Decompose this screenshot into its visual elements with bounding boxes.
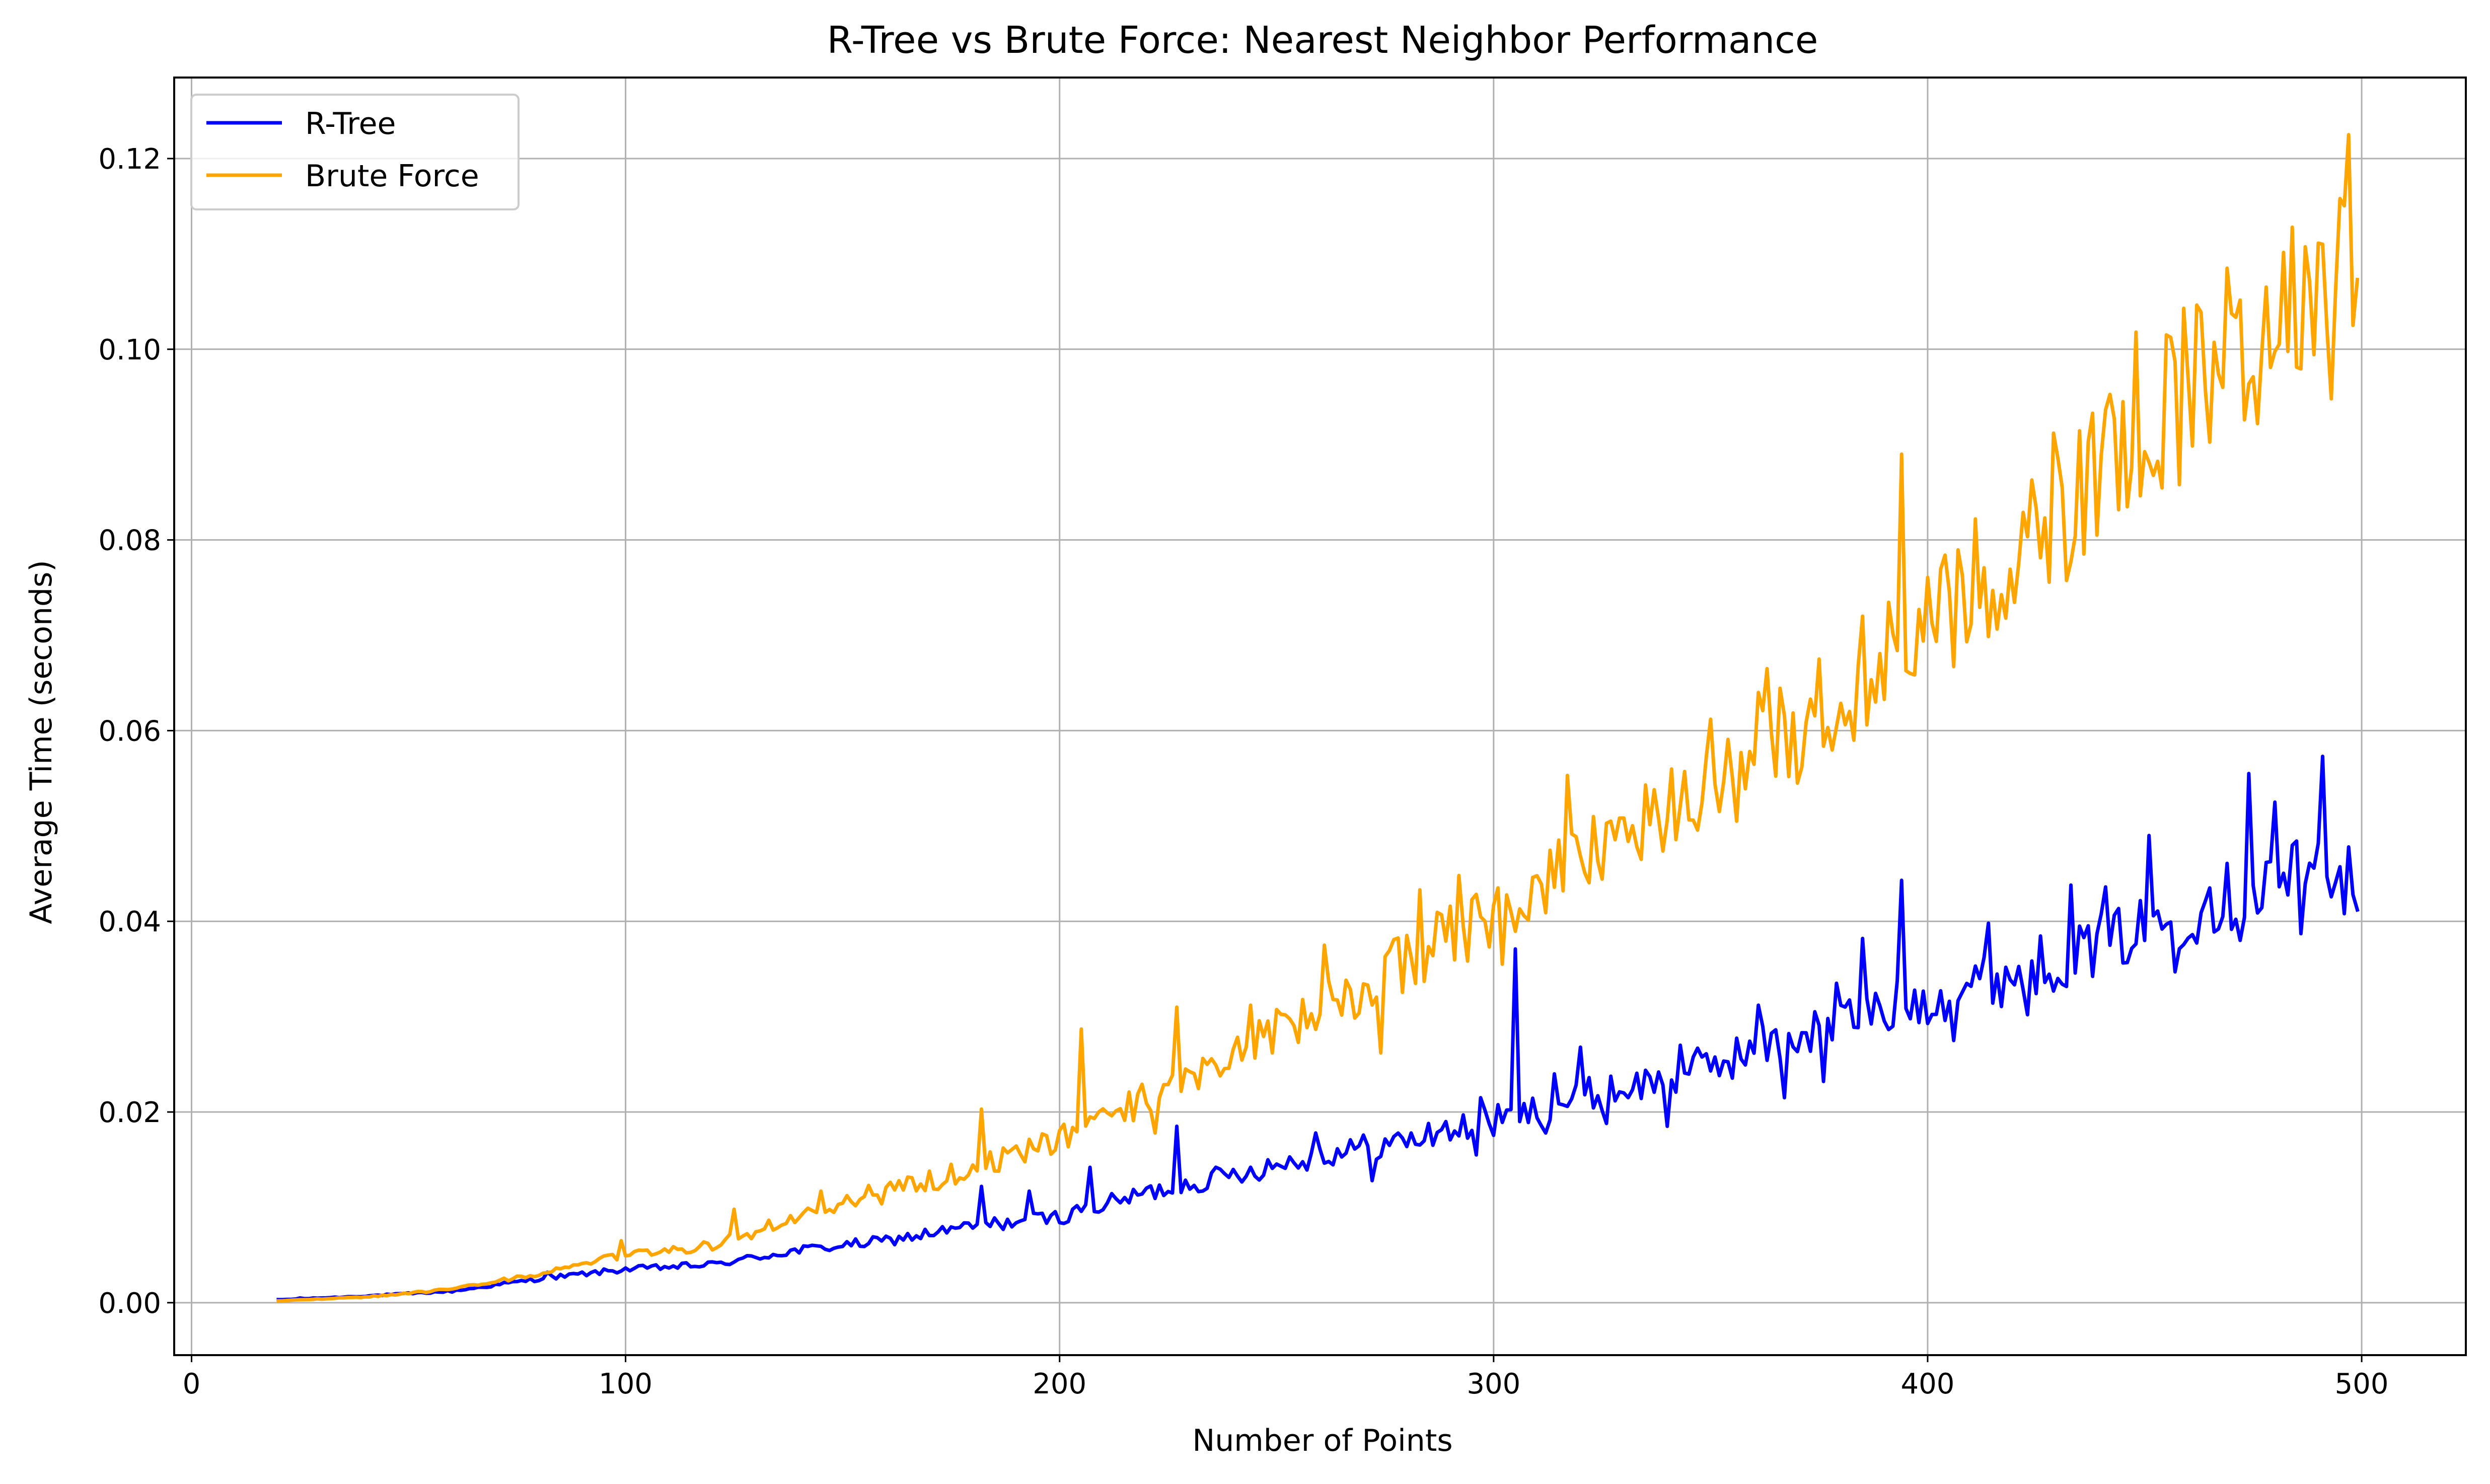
x-tick-label: 500: [2335, 1368, 2389, 1400]
y-tick-label: 0.12: [98, 143, 161, 176]
x-tick-label: 200: [1033, 1368, 1086, 1400]
legend: R-Tree Brute Force: [190, 94, 520, 210]
y-axis: 0.00 0.02 0.04 0.06 0.08 0.10 0.12: [98, 143, 174, 1320]
y-tick-label: 0.08: [98, 525, 161, 557]
series-layer: [276, 133, 2360, 1303]
plot-background: [174, 78, 2466, 1355]
legend-label-brute-force: Brute Force: [305, 159, 479, 194]
x-tick-label: 0: [183, 1368, 201, 1400]
x-axis-label: Number of Points: [1192, 1423, 1452, 1458]
legend-label-r-tree: R-Tree: [305, 106, 396, 141]
y-tick-label: 0.06: [98, 715, 161, 748]
x-tick-label: 300: [1467, 1368, 1520, 1400]
y-tick-label: 0.10: [98, 334, 161, 366]
chart-title: R-Tree vs Brute Force: Nearest Neighbor …: [827, 19, 1818, 62]
series-line-r-tree: [276, 755, 2360, 1302]
y-tick-label: 0.04: [98, 906, 161, 938]
x-tick-label: 400: [1901, 1368, 1955, 1400]
plot-frame: [173, 77, 2467, 1356]
series-line-brute-force: [276, 133, 2360, 1303]
y-tick-label: 0.02: [98, 1096, 161, 1129]
y-tick-label: 0.00: [98, 1287, 161, 1320]
x-tick-label: 100: [599, 1368, 652, 1400]
y-axis-label: Average Time (seconds): [24, 560, 59, 924]
x-axis: 0 100 200 300 400 500: [183, 1355, 2389, 1400]
